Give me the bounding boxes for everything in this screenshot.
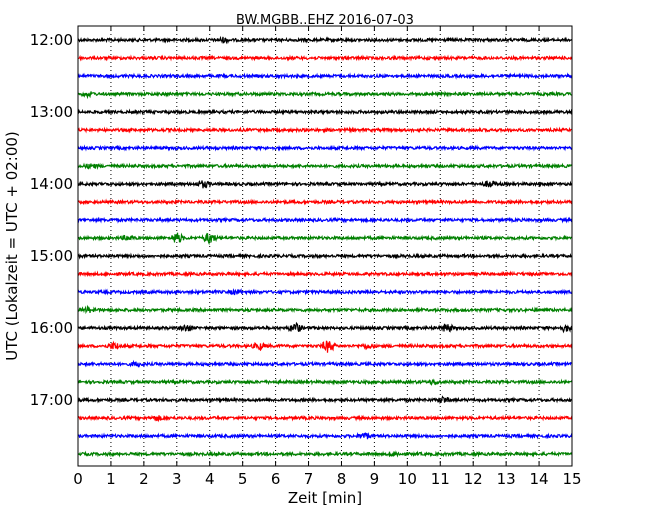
x-tick-label: 3 [172,470,182,488]
x-tick-label: 6 [271,470,281,488]
x-axis-label: Zeit [min] [288,489,362,507]
trace-line [77,216,573,224]
y-axis-ticks: 12:00 13:00 14:00 15:00 16:00 17:00 [30,31,572,409]
trace-line [77,162,573,171]
x-tick-label: 0 [73,470,83,488]
trace-line [77,431,573,440]
trace-line [77,395,573,405]
x-axis-ticks: 0 1 2 3 4 5 6 7 8 9 10 11 12 13 14 15 [73,26,582,488]
trace-line [77,144,573,152]
y-tick-label: 14:00 [30,175,73,193]
y-tick-label: 16:00 [30,319,73,337]
trace-line [77,414,573,423]
x-tick-label: 1 [106,470,116,488]
trace-line [77,288,573,296]
trace-line [77,232,573,246]
x-tick-label: 14 [530,470,549,488]
trace-line [77,450,573,458]
trace-lines [77,35,573,458]
x-tick-label: 10 [398,470,417,488]
plot-frame [77,25,573,467]
trace-line [77,304,573,315]
x-tick-label: 2 [139,470,149,488]
x-tick-label: 13 [497,470,516,488]
x-tick-label: 15 [562,470,581,488]
trace-line [77,72,573,80]
x-tick-label: 9 [370,470,380,488]
x-tick-label: 11 [431,470,450,488]
trace-line [77,321,573,334]
trace-line [77,35,573,45]
trace-line [77,340,573,353]
x-tick-label: 8 [337,470,347,488]
y-tick-label: 13:00 [30,103,73,121]
x-tick-label: 7 [304,470,314,488]
y-tick-label: 17:00 [30,391,73,409]
y-axis-label: UTC (Lokalzeit = UTC + 02:00) [3,131,21,361]
y-tick-label: 12:00 [30,31,73,49]
x-tick-label: 5 [238,470,248,488]
trace-line [77,90,573,100]
chart-title: BW.MGBB..EHZ 2016-07-03 [236,13,414,28]
trace-line [77,54,573,62]
trace-line [77,252,573,260]
trace-line [77,198,573,206]
trace-line [77,126,573,134]
trace-line [77,359,573,368]
grid [78,26,572,466]
y-tick-label: 15:00 [30,247,73,265]
trace-line [77,108,573,116]
x-tick-label: 4 [205,470,215,488]
x-tick-label: 12 [464,470,483,488]
trace-line [77,378,573,387]
trace-line [77,180,573,189]
trace-line [77,270,573,278]
